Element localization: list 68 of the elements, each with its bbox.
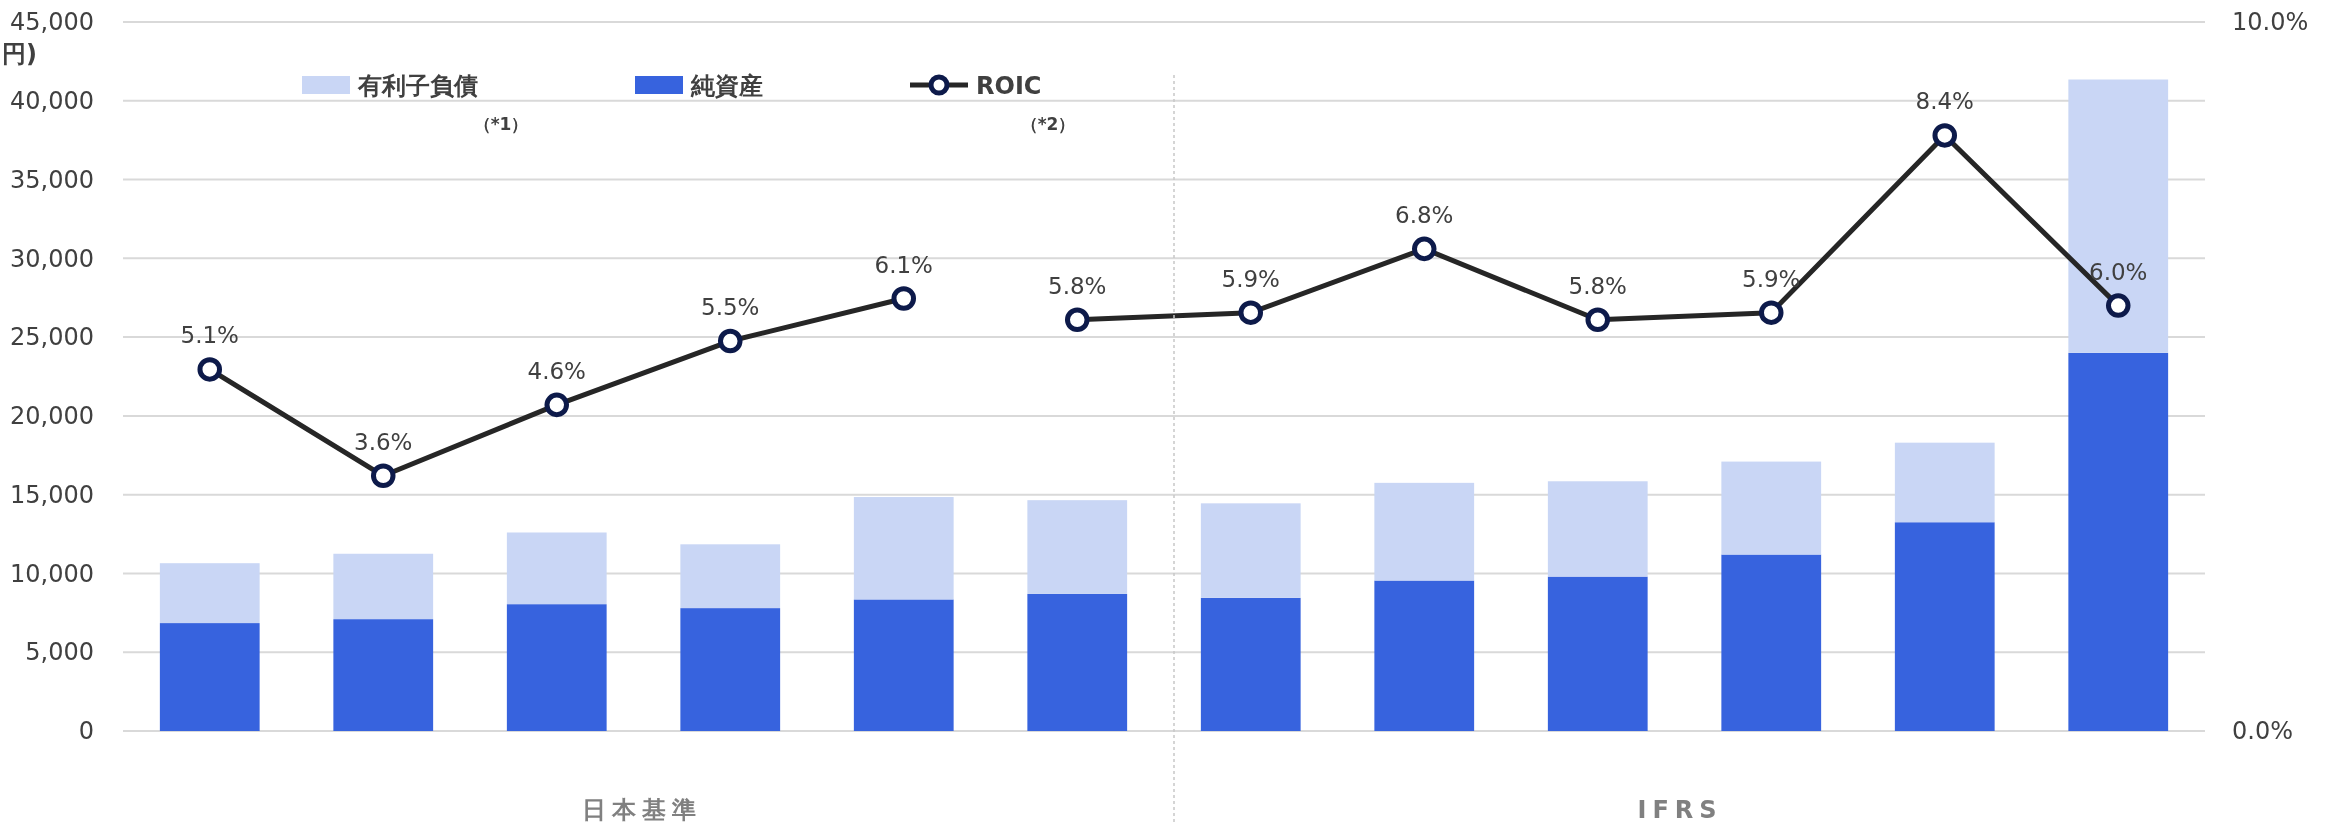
bar <box>1894 522 1995 731</box>
data-label: 5.8% <box>1048 272 1107 299</box>
data-label: 6.8% <box>1395 201 1454 228</box>
text: IFRS <box>1637 796 1723 824</box>
y-tick-label: 10,000 <box>10 559 94 588</box>
point <box>544 392 570 418</box>
bar <box>1027 593 1128 731</box>
bar <box>506 604 607 731</box>
bar <box>333 619 434 731</box>
y-tick-label: 15,000 <box>10 480 94 509</box>
bar <box>159 623 260 731</box>
bar <box>680 608 781 731</box>
legend-label: 有利子負債 <box>357 72 478 100</box>
y-tick-label: 25,000 <box>10 323 94 352</box>
point <box>1064 307 1090 333</box>
bar <box>1547 576 1648 731</box>
data-label: 5.9% <box>1221 265 1280 292</box>
bar <box>1721 461 1822 555</box>
data-label: 3.6% <box>354 428 413 455</box>
bar <box>333 553 434 620</box>
data-label: 6.0% <box>2089 258 2148 285</box>
bar <box>1200 503 1301 598</box>
y2-tick-label: 0.0% <box>2232 717 2293 746</box>
point <box>1585 307 1611 333</box>
bar <box>680 544 781 609</box>
data-label: 6.1% <box>874 251 933 278</box>
y-tick-label: 0 <box>78 717 94 746</box>
bar <box>1374 482 1475 581</box>
bar <box>1027 500 1128 594</box>
y-tick-label: 5,000 <box>25 638 94 667</box>
point <box>370 463 396 489</box>
data-label: 4.6% <box>527 357 586 384</box>
bar <box>1547 481 1648 577</box>
point <box>891 286 917 311</box>
point <box>2105 293 2131 318</box>
legend-label: 純資産 <box>690 72 763 100</box>
bar <box>853 599 954 731</box>
point <box>1411 236 1437 262</box>
data-label: 5.8% <box>1568 272 1627 299</box>
legend-label: ROIC <box>976 72 1042 100</box>
point <box>1238 300 1264 325</box>
text: 日本基準 <box>582 796 702 824</box>
y-tick-label: 40,000 <box>10 86 94 115</box>
bar <box>2068 79 2169 353</box>
data-label: 5.5% <box>701 294 760 321</box>
bar <box>159 563 260 624</box>
data-label: 5.9% <box>1742 265 1801 292</box>
bar <box>1721 554 1822 731</box>
bar <box>1374 580 1475 731</box>
y-tick-label: 35,000 <box>10 165 94 194</box>
point <box>1932 123 1958 148</box>
bar <box>1894 442 1995 523</box>
annotation: （*1） <box>473 114 529 134</box>
y-axis-title: 円) <box>2 40 37 68</box>
y2-tick-label: 10.0% <box>2232 8 2309 37</box>
y-tick-label: 45,000 <box>10 8 94 37</box>
point <box>1758 300 1784 325</box>
point <box>197 357 223 382</box>
bar <box>853 497 954 600</box>
annotation: （*2） <box>1020 114 1076 134</box>
bar <box>1200 597 1301 731</box>
y-tick-label: 30,000 <box>10 244 94 273</box>
y-tick-label: 20,000 <box>10 402 94 431</box>
data-label: 8.4% <box>1915 88 1974 115</box>
data-label: 5.1% <box>180 322 239 349</box>
bar <box>506 532 607 605</box>
point <box>717 328 743 354</box>
bar <box>2068 352 2169 731</box>
